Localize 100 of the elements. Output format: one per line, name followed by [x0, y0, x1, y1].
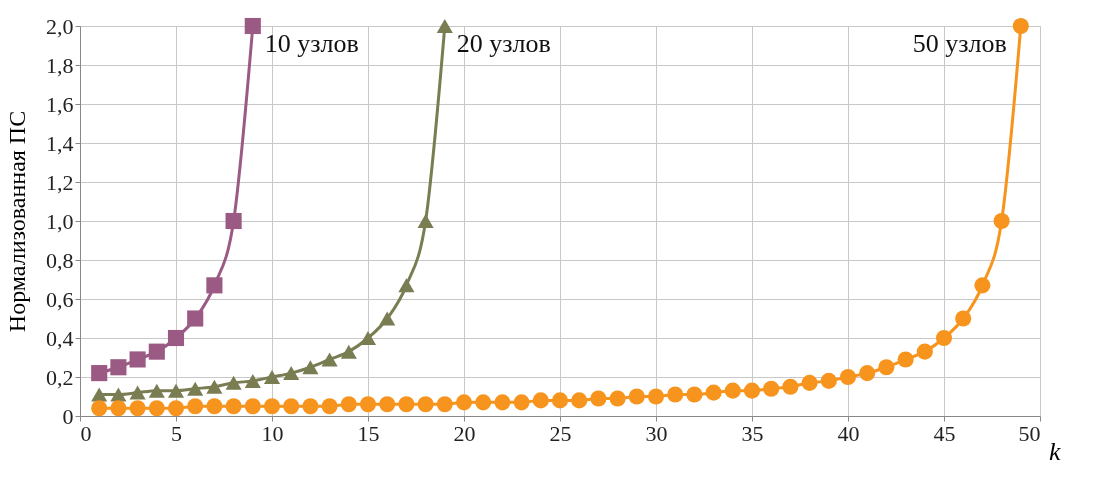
- point: [379, 396, 396, 413]
- point: [244, 373, 261, 388]
- point: [398, 396, 415, 413]
- point: [417, 396, 434, 413]
- y-tick-label: 1,2: [46, 169, 74, 195]
- y-tick-label: 0,4: [46, 325, 74, 351]
- series-label: 20 узлов: [456, 29, 551, 58]
- y-axis-title: Нормализованная ПС: [4, 110, 30, 333]
- point: [359, 396, 377, 413]
- x-tick-label: 20: [453, 420, 476, 446]
- x-tick-label: 45: [933, 420, 956, 446]
- point: [129, 385, 146, 400]
- point: [647, 388, 665, 405]
- point: [167, 400, 185, 417]
- point: [667, 386, 684, 403]
- point: [494, 394, 511, 411]
- point: [513, 394, 530, 411]
- point: [148, 383, 165, 398]
- point: [436, 19, 453, 33]
- point: [167, 383, 185, 398]
- y-tick-label: 0,8: [46, 247, 74, 273]
- point: [110, 400, 127, 417]
- point: [148, 400, 165, 417]
- point: [839, 368, 857, 386]
- point: [571, 392, 588, 409]
- point: [993, 212, 1010, 230]
- y-tick-label: 2,0: [46, 13, 74, 39]
- point: [359, 331, 377, 345]
- x-tick-label: 35: [741, 420, 764, 446]
- point: [935, 329, 953, 347]
- point: [206, 398, 223, 415]
- point: [820, 372, 837, 389]
- point: [263, 370, 281, 384]
- point: [148, 343, 165, 360]
- point: [551, 392, 569, 409]
- point: [724, 382, 741, 399]
- point: [129, 400, 146, 417]
- y-tick-label: 1,8: [46, 52, 74, 78]
- y-tick-label: 1,6: [46, 91, 74, 117]
- point: [379, 311, 396, 326]
- point: [187, 381, 204, 396]
- y-tick-label: 1,4: [46, 130, 74, 156]
- point: [878, 359, 895, 376]
- point: [417, 214, 434, 228]
- y-tick-label: 0: [62, 403, 74, 429]
- point: [897, 351, 914, 368]
- point: [340, 396, 357, 413]
- point: [225, 375, 242, 390]
- x-tick-label: 30: [645, 420, 668, 446]
- point: [283, 398, 300, 415]
- point: [206, 379, 223, 394]
- point: [302, 360, 319, 375]
- point: [91, 400, 108, 417]
- point: [916, 343, 933, 360]
- point: [206, 277, 223, 294]
- point: [705, 384, 722, 401]
- point: [686, 386, 703, 403]
- point: [782, 378, 799, 395]
- x-tick-label: 40: [837, 420, 860, 446]
- point: [801, 374, 818, 391]
- x-tick-label: 0: [80, 420, 92, 446]
- point: [91, 365, 108, 382]
- x-tick-label: 15: [357, 420, 380, 446]
- point: [455, 394, 473, 411]
- point: [743, 382, 761, 399]
- point: [244, 398, 261, 415]
- point: [225, 212, 242, 230]
- x-tick-label: 25: [549, 420, 572, 446]
- x-tick-label: 50: [1018, 420, 1041, 446]
- point: [340, 344, 357, 359]
- point: [628, 388, 645, 405]
- point: [532, 392, 549, 409]
- point: [167, 329, 185, 347]
- point: [398, 278, 415, 293]
- point: [955, 310, 972, 327]
- x-tick-label: 5: [171, 420, 182, 446]
- point: [129, 351, 146, 368]
- y-tick-label: 1,0: [46, 208, 74, 234]
- x-axis-title: k: [1048, 436, 1061, 466]
- y-tick-label: 0,6: [46, 286, 74, 312]
- point: [283, 366, 300, 381]
- point: [475, 394, 492, 411]
- point: [187, 310, 204, 327]
- point: [244, 17, 261, 35]
- point: [225, 398, 242, 415]
- point: [321, 352, 338, 367]
- point: [609, 390, 626, 407]
- point: [590, 390, 607, 407]
- point: [436, 396, 453, 413]
- y-tick-label: 0,2: [46, 364, 74, 390]
- point: [263, 398, 281, 415]
- point: [321, 398, 338, 415]
- point: [974, 277, 991, 294]
- point: [302, 398, 319, 415]
- point: [187, 398, 204, 415]
- series-label: 50 узлов: [912, 29, 1007, 58]
- x-tick-label: 10: [261, 420, 284, 446]
- point: [1012, 17, 1029, 35]
- series-label: 10 узлов: [264, 29, 359, 58]
- point: [110, 359, 127, 376]
